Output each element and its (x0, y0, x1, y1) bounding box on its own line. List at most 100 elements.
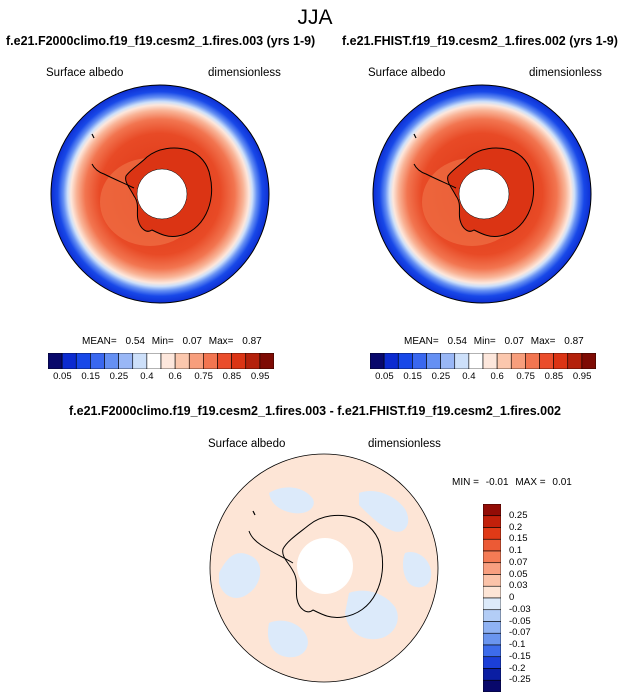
panel-1-title: f.e21.F2000climo.f19_f19.cesm2_1.fires.0… (6, 34, 316, 48)
difference-colorbar-cell (483, 504, 501, 517)
panel-2-field-label: Surface albedo (368, 67, 446, 79)
panel-2-title: f.e21.FHIST.f19_f19.cesm2_1.fires.002 (y… (342, 34, 618, 48)
panel-2-colorbar-cell (412, 353, 427, 369)
panel-1-field-label: Surface albedo (46, 67, 124, 79)
difference-continent-outline (282, 514, 384, 618)
panel-1-colorbar-cell (160, 353, 176, 369)
panel-1-units-label: dimensionless (208, 67, 281, 79)
difference-colorbar-tick: 0.07 (509, 556, 528, 568)
difference-min-value: -0.01 (485, 477, 509, 488)
panel-1-mean-label: MEAN= (82, 336, 117, 347)
panel-1-colorbar-tick: 0.25 (109, 371, 129, 382)
panel-2-colorbar-tick: 0.75 (516, 371, 535, 382)
panel-2-min-label: Min= (473, 336, 496, 347)
difference-negative-patch-5 (267, 620, 308, 658)
panel-2-colorbar-tick: 0.25 (431, 371, 451, 382)
panel-1-colorbar-tick: 0.6 (168, 371, 182, 382)
difference-colorbar-tick: 0.05 (509, 568, 528, 580)
panel-2-colorbar-cell (468, 353, 484, 369)
difference-colorbar-cell (483, 668, 501, 681)
panel-2-colorbar (370, 353, 596, 369)
panel-2-colorbar-tick: 0.15 (403, 371, 422, 382)
difference-peninsula (248, 530, 294, 564)
difference-colorbar-cell (483, 597, 501, 611)
panel-1-colorbar-cell (75, 353, 91, 369)
difference-colorbar-cell (483, 562, 501, 575)
difference-colorbar-tick: 0.2 (509, 521, 523, 533)
panel-2-max-label: Max= (530, 336, 556, 347)
panel-1-colorbar-cell (174, 353, 190, 369)
difference-colorbar-tick: -0.03 (509, 603, 531, 615)
panel-2-colorbar-tick: 0.95 (572, 371, 592, 382)
panel-2-colorbar-tick: 0.6 (490, 371, 504, 382)
season-title: JJA (297, 6, 333, 29)
difference-units-label: dimensionless (368, 438, 441, 450)
panel-1-colorbar-cell (104, 353, 119, 369)
panel-2-max-value: 0.87 (564, 336, 584, 347)
panel-2-colorbar-cell (525, 353, 540, 369)
panel-2-colorbar-ticks: 0.05 0.15 0.25 0.4 0.6 0.75 0.85 0.95 (370, 371, 596, 385)
difference-negative-patch-1 (219, 553, 261, 598)
panel-2-colorbar-cell (426, 353, 441, 369)
panel-2-colorbar-cell (496, 353, 512, 369)
difference-negative-patch-6 (403, 551, 432, 588)
difference-colorbar-cell (483, 585, 501, 599)
difference-title: f.e21.F2000climo.f19_f19.cesm2_1.fires.0… (69, 404, 561, 418)
panel-1-colorbar-tick: 0.4 (140, 371, 154, 382)
panel-1-colorbar-cell (90, 353, 105, 369)
panel-2-colorbar-cell (567, 353, 583, 369)
panel-1-colorbar-cell (61, 353, 77, 369)
difference-colorbar-tick: -0.1 (509, 639, 526, 650)
difference-map (209, 453, 439, 683)
difference-colorbar-cell (483, 574, 501, 587)
panel-1-colorbar-cell (203, 353, 218, 369)
panel-2-mean-value: 0.54 (447, 336, 467, 347)
panel-2-colorbar-cell (553, 353, 569, 369)
difference-colorbar-tick: -0.05 (509, 615, 531, 627)
difference-min-label: MIN = (452, 477, 479, 488)
panel-2-colorbar-cell (482, 353, 498, 369)
difference-max-label: MAX = (515, 477, 546, 488)
panel-1-colorbar-tick: 0.75 (194, 371, 213, 382)
panel-1-colorbar-cell (217, 353, 232, 369)
difference-colorbar-tick: -0.07 (509, 627, 531, 639)
panel-1-peninsula (91, 163, 135, 189)
difference-colorbar-cell (483, 515, 501, 528)
panel-2-polar-hole (458, 168, 510, 220)
panel-1-colorbar-ticks: 0.05 0.15 0.25 0.4 0.6 0.75 0.85 0.95 (48, 371, 274, 385)
panel-2-units-label: dimensionless (529, 67, 602, 79)
panel-1-colorbar-cell (118, 353, 134, 369)
panel-2-peninsula (413, 163, 457, 189)
panel-2-colorbar-cell (370, 353, 385, 369)
difference-stats: MIN = -0.01 MAX = 0.01 (452, 477, 572, 488)
panel-1-colorbar-cell (245, 353, 261, 369)
panel-1-colorbar-cell (231, 353, 247, 369)
difference-colorbar (483, 504, 501, 692)
panel-1-colorbar-tick: 0.85 (222, 371, 242, 382)
panel-1-min-label: Min= (151, 336, 174, 347)
difference-colorbar-tick: -0.2 (509, 662, 526, 674)
panel-2-min-value: 0.07 (504, 336, 524, 347)
panel-1-stats: MEAN= 0.54 Min= 0.07 Max= 0.87 (82, 336, 262, 347)
difference-colorbar-tick: -0.15 (509, 650, 531, 662)
difference-colorbar-tick: 0 (509, 592, 515, 603)
panel-2-colorbar-cell (397, 353, 413, 369)
panel-1-colorbar-cell (259, 353, 274, 369)
difference-colorbar-cell (483, 632, 501, 646)
difference-colorbar-cell (483, 527, 501, 540)
panel-2-colorbar-cell (383, 353, 399, 369)
panel-2-mean-label: MEAN= (404, 336, 439, 347)
panel-2-colorbar-cell (581, 353, 596, 369)
difference-colorbar-cell (483, 656, 501, 669)
panel-1-map (50, 84, 270, 304)
difference-colorbar-cell (483, 550, 501, 564)
difference-field-label: Surface albedo (208, 438, 286, 450)
panel-2-colorbar-tick: 0.4 (462, 371, 476, 382)
difference-colorbar-cell (483, 644, 501, 658)
panel-1-max-value: 0.87 (242, 336, 262, 347)
panel-1-colorbar (48, 353, 274, 369)
panel-1-mean-value: 0.54 (125, 336, 145, 347)
panel-1-colorbar-tick: 0.15 (81, 371, 100, 382)
panel-2-colorbar-cell (454, 353, 470, 369)
difference-colorbar-tick: -0.25 (509, 674, 531, 686)
